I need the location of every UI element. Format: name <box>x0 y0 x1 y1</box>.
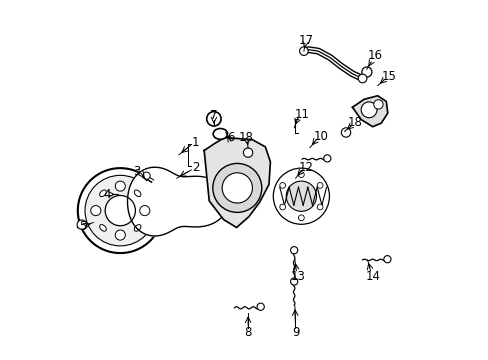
Circle shape <box>105 195 135 226</box>
Ellipse shape <box>100 225 106 231</box>
Circle shape <box>222 173 252 203</box>
Circle shape <box>279 183 285 188</box>
Ellipse shape <box>134 225 141 231</box>
Circle shape <box>142 172 150 179</box>
Circle shape <box>279 204 285 210</box>
Text: 16: 16 <box>366 49 382 62</box>
Circle shape <box>115 181 125 191</box>
Text: 2: 2 <box>192 161 199 174</box>
Text: 18: 18 <box>238 131 253 144</box>
Text: 18: 18 <box>347 116 362 129</box>
Text: 7: 7 <box>210 109 217 122</box>
Circle shape <box>298 215 304 221</box>
Circle shape <box>78 168 163 253</box>
Text: 11: 11 <box>294 108 309 121</box>
Circle shape <box>85 175 155 246</box>
Text: 15: 15 <box>381 70 396 83</box>
Text: 8: 8 <box>244 327 251 339</box>
Text: 12: 12 <box>298 161 313 174</box>
Circle shape <box>77 220 86 229</box>
Circle shape <box>383 256 390 263</box>
Circle shape <box>273 168 329 224</box>
Circle shape <box>140 206 149 216</box>
Circle shape <box>373 100 382 109</box>
Text: 5: 5 <box>80 220 87 233</box>
Text: 6: 6 <box>226 131 234 144</box>
Ellipse shape <box>134 190 141 197</box>
Circle shape <box>290 278 297 285</box>
Circle shape <box>317 183 322 188</box>
Text: 17: 17 <box>298 34 313 47</box>
Circle shape <box>91 206 101 216</box>
Polygon shape <box>352 96 387 127</box>
Circle shape <box>299 47 307 55</box>
Circle shape <box>361 67 371 77</box>
Text: 13: 13 <box>290 270 305 283</box>
Circle shape <box>317 204 322 210</box>
Polygon shape <box>127 167 228 236</box>
Circle shape <box>323 155 330 162</box>
Ellipse shape <box>100 190 106 197</box>
Text: 14: 14 <box>365 270 380 283</box>
Circle shape <box>257 303 264 310</box>
Circle shape <box>115 230 125 240</box>
Text: 1: 1 <box>192 136 199 149</box>
Text: 10: 10 <box>313 130 327 143</box>
Circle shape <box>243 148 252 157</box>
Circle shape <box>361 102 376 118</box>
Text: 4: 4 <box>103 188 110 201</box>
Circle shape <box>298 172 304 177</box>
Text: 3: 3 <box>133 165 140 177</box>
Circle shape <box>206 112 221 126</box>
Circle shape <box>358 74 366 83</box>
Ellipse shape <box>213 129 227 139</box>
Circle shape <box>285 181 316 211</box>
Text: 9: 9 <box>291 327 299 339</box>
Circle shape <box>290 247 297 254</box>
Circle shape <box>341 128 350 137</box>
Circle shape <box>212 163 261 212</box>
Polygon shape <box>204 138 270 228</box>
